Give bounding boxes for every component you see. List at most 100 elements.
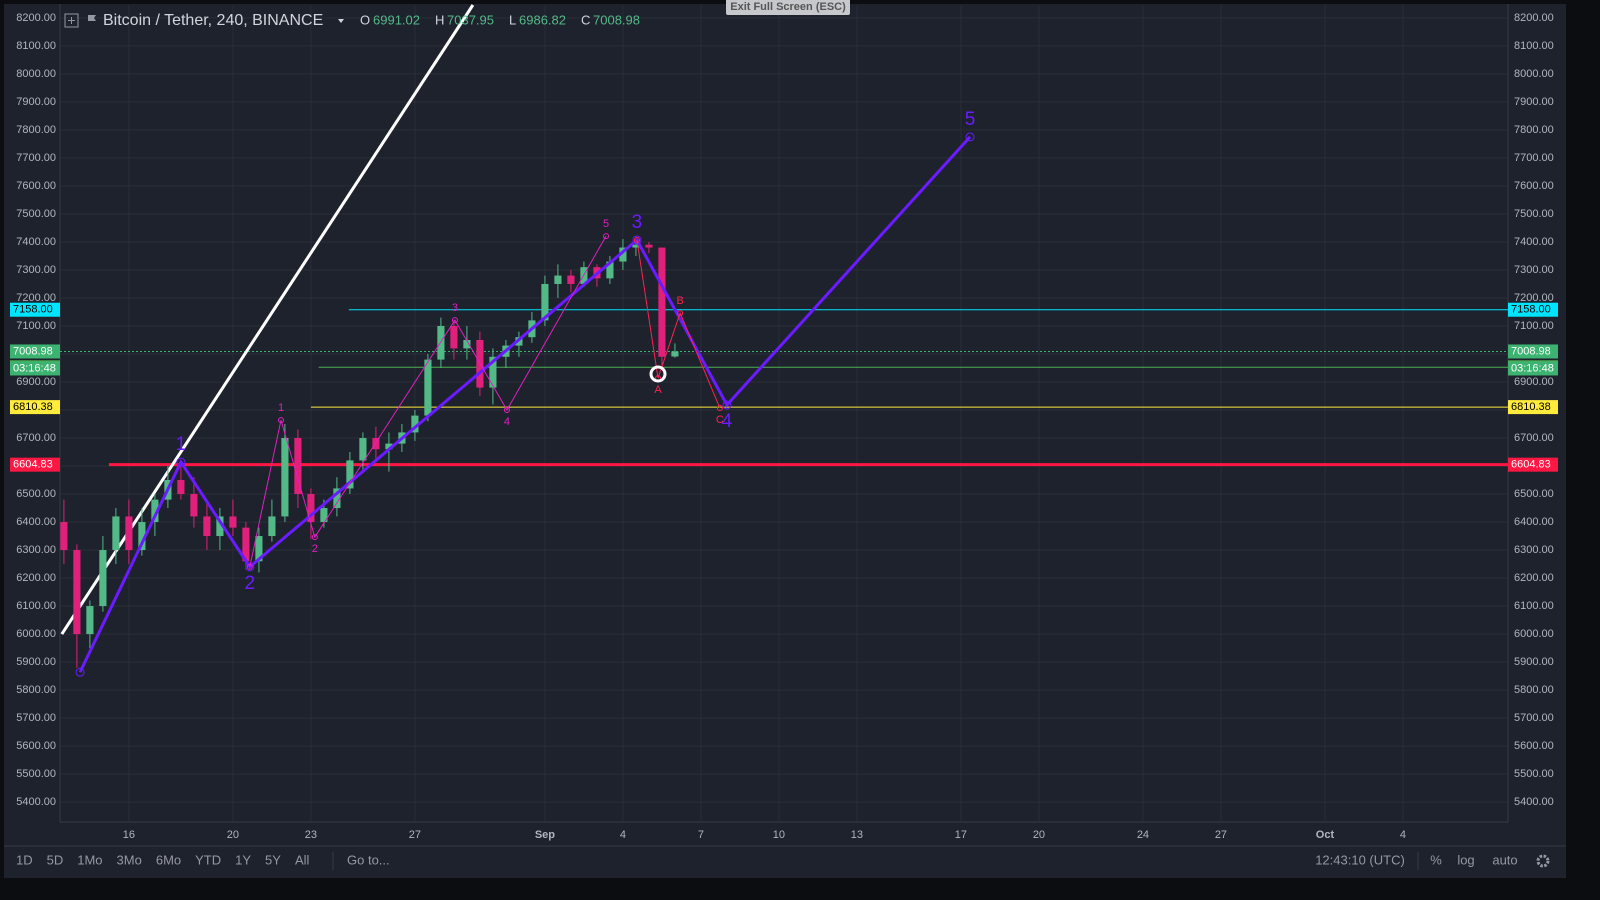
y-tick-label: 7400.00 — [16, 236, 56, 248]
range-button[interactable]: 5Y — [265, 852, 281, 867]
candle-body — [86, 606, 94, 635]
candle-body — [632, 244, 640, 248]
flag-icon[interactable] — [88, 15, 96, 27]
ohlc-value: 6991.02 — [373, 12, 420, 27]
y-tick-label: 5500.00 — [1514, 768, 1554, 780]
y-tick-label: 7500.00 — [1514, 208, 1554, 220]
auto-toggle[interactable]: auto — [1492, 852, 1517, 867]
price-tag-label: 6810.38 — [13, 401, 53, 413]
wave-line — [78, 135, 972, 673]
exit-fullscreen-button[interactable] — [726, 0, 850, 15]
bottom-toolbar: Go to... 12:43:10 (UTC) % log auto 1D 5D 1… — [16, 852, 1550, 870]
wave-point — [503, 406, 510, 413]
candle-body — [658, 247, 666, 357]
x-tick-label: 20 — [227, 829, 239, 841]
range-button[interactable]: All — [295, 852, 310, 867]
candle-body — [606, 261, 614, 279]
y-tick-label: 6900.00 — [1514, 376, 1554, 388]
candle-body — [151, 499, 159, 523]
y-tick-label: 8100.00 — [1514, 40, 1554, 52]
x-tick-label: Oct — [1316, 829, 1335, 841]
ohlc-label: C — [581, 12, 590, 27]
wave-point — [278, 417, 285, 424]
price-tag-label: 6810.38 — [1511, 401, 1551, 413]
price-tag — [1508, 457, 1558, 472]
wave-label: C — [716, 414, 724, 426]
countdown-tag — [10, 361, 60, 376]
y-tick-label: 7600.00 — [1514, 180, 1554, 192]
log-toggle[interactable]: log — [1457, 852, 1474, 867]
countdown-tag — [1508, 361, 1558, 376]
price-tag-label: 7158.00 — [13, 304, 53, 316]
wave-point — [633, 236, 640, 243]
range-button[interactable]: 1Mo — [77, 852, 102, 867]
wave-label: 5 — [603, 218, 609, 230]
candle-body — [359, 438, 367, 461]
range-button[interactable]: YTD — [195, 852, 221, 867]
symbol-dropdown[interactable] — [338, 19, 344, 23]
y-tick-label: 7700.00 — [16, 152, 56, 164]
settings-button[interactable] — [1536, 854, 1550, 868]
y-tick-label: 6400.00 — [16, 516, 56, 528]
candle-body — [372, 438, 380, 450]
price-tag — [10, 400, 60, 415]
price-tag — [1508, 344, 1558, 359]
candle-body — [489, 356, 497, 388]
symbol-title[interactable]: Bitcoin / Tether, 240, BINANCE — [103, 12, 323, 29]
ohlc-label: L — [509, 12, 516, 27]
y-tick-label: 6100.00 — [1514, 600, 1554, 612]
y-tick-label: 8200.00 — [16, 12, 56, 24]
wave-point — [451, 317, 458, 324]
candle-body — [99, 550, 107, 607]
wave-point — [75, 667, 85, 677]
percent-toggle[interactable]: % — [1430, 852, 1442, 867]
y-tick-label: 6000.00 — [16, 628, 56, 640]
candle-body — [190, 494, 198, 517]
candle-body — [216, 516, 224, 537]
y-tick-label: 5900.00 — [1514, 656, 1554, 668]
legend: Bitcoin / Tether, 240, BINANCE O 6991.02… — [64, 12, 640, 29]
countdown-label: 03:16:48 — [13, 362, 56, 374]
candle-body — [177, 480, 185, 495]
range-button[interactable]: 5D — [47, 852, 64, 867]
price-tag — [1508, 400, 1558, 415]
y-tick-label: 7900.00 — [16, 96, 56, 108]
wave-line — [636, 239, 721, 409]
x-tick-label: 16 — [123, 829, 135, 841]
wave-label: 3 — [632, 212, 643, 233]
x-tick-label: 13 — [851, 829, 863, 841]
y-tick-label: 6500.00 — [16, 488, 56, 500]
wave-point — [632, 235, 642, 245]
exit-fullscreen-label: Exit Full Screen (ESC) — [730, 1, 846, 13]
candle-body — [437, 325, 445, 360]
ohlc-label: O — [360, 12, 370, 27]
candle-body — [554, 275, 562, 284]
range-button[interactable]: 3Mo — [117, 852, 142, 867]
y-tick-label: 7800.00 — [16, 124, 56, 136]
wave-point — [246, 563, 253, 570]
price-tag — [10, 457, 60, 472]
y-tick-label: 6700.00 — [1514, 432, 1554, 444]
price-tag — [10, 302, 60, 317]
price-tag — [10, 344, 60, 359]
x-tick-label: 23 — [305, 829, 317, 841]
goto-button[interactable]: Go to... — [347, 852, 390, 867]
range-button[interactable]: 6Mo — [156, 852, 181, 867]
y-tick-label: 7400.00 — [1514, 236, 1554, 248]
range-button[interactable]: 1Y — [235, 852, 251, 867]
y-tick-label: 7800.00 — [1514, 124, 1554, 136]
candle-body — [307, 494, 315, 523]
y-tick-label: 6500.00 — [1514, 488, 1554, 500]
x-tick-label: 10 — [773, 829, 785, 841]
candle-body — [411, 415, 419, 433]
y-tick-label: 7200.00 — [16, 292, 56, 304]
range-button[interactable]: 1D — [16, 852, 33, 867]
wave-label: A — [654, 384, 662, 396]
clock: 12:43:10 (UTC) — [1315, 852, 1405, 867]
add-icon[interactable] — [64, 13, 79, 28]
y-tick-label: 6300.00 — [16, 544, 56, 556]
candle-body — [268, 516, 276, 537]
wave-point — [965, 132, 975, 142]
